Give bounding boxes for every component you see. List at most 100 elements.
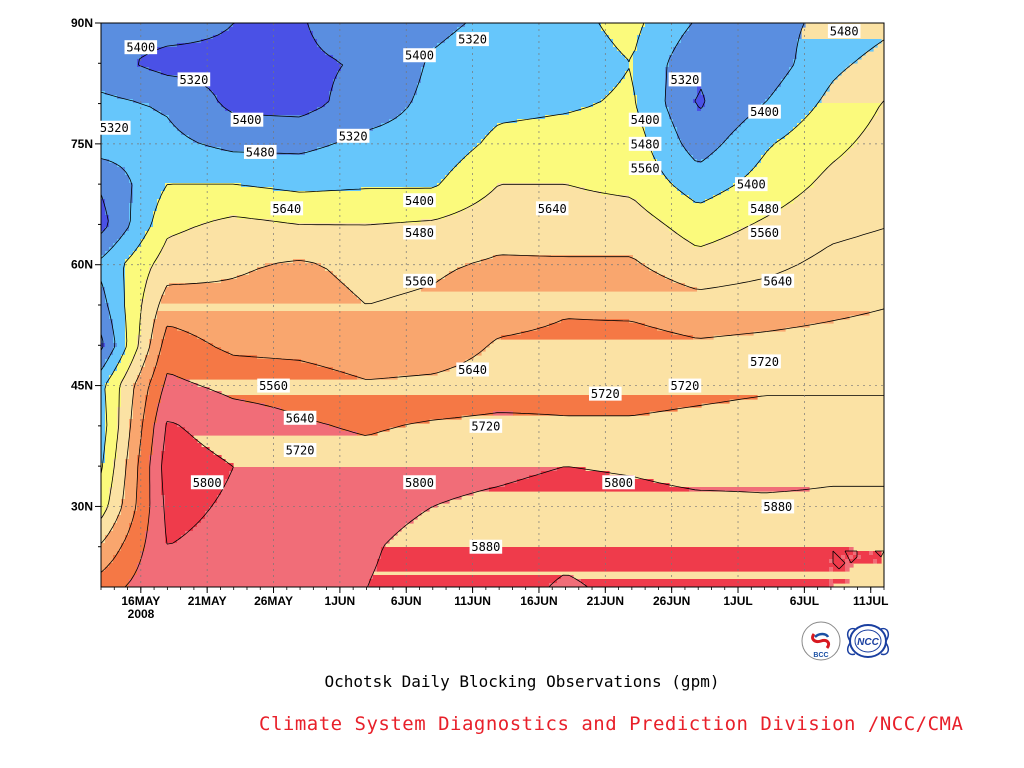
contour-fill-cell bbox=[333, 271, 450, 276]
contour-fill-cell bbox=[165, 379, 190, 384]
contour-fill-cell bbox=[325, 51, 430, 56]
contour-fill-cell bbox=[149, 339, 162, 344]
contour-fill-cell bbox=[125, 303, 142, 308]
contour-fill-cell bbox=[449, 271, 658, 276]
contour-fill-cell bbox=[101, 235, 122, 240]
contour-fill-cell bbox=[153, 375, 166, 380]
contour-fill-cell bbox=[213, 35, 314, 40]
contour-fill-cell bbox=[497, 123, 642, 128]
contour-fill-cell bbox=[125, 471, 138, 476]
contour-fill-cell bbox=[425, 59, 630, 64]
contour-fill-cell bbox=[165, 327, 178, 332]
contour-fill-cell bbox=[157, 403, 266, 408]
contour-fill-cell bbox=[149, 527, 166, 532]
contour-fill-cell bbox=[141, 303, 158, 308]
contour-fill-cell bbox=[137, 351, 150, 356]
contour-fill-cell bbox=[605, 31, 642, 36]
contour-fill-cell bbox=[657, 163, 758, 168]
contour-fill-cell bbox=[697, 87, 702, 92]
contour-line-5800 bbox=[124, 373, 884, 587]
contour-fill-cell bbox=[145, 535, 166, 540]
contour-fill-cell bbox=[165, 503, 214, 508]
contour-fill-cell bbox=[125, 375, 138, 380]
contour-fill-cell bbox=[101, 303, 110, 308]
contour-fill-cell bbox=[229, 395, 758, 400]
contour-fill-cell bbox=[141, 239, 166, 244]
contour-fill-cell bbox=[229, 351, 482, 356]
contour-fill-cell bbox=[205, 83, 334, 88]
chart-title: Ochotsk Daily Blocking Observations (gpm… bbox=[324, 672, 720, 691]
contour-fill-cell bbox=[145, 415, 158, 420]
contour-fill-cell bbox=[761, 103, 818, 108]
contour-fill-cell bbox=[145, 287, 166, 292]
grid-lines bbox=[101, 23, 884, 587]
contour-fill-cell bbox=[149, 503, 166, 508]
contour-fill-cell bbox=[125, 343, 138, 348]
contour-fill-cell bbox=[325, 103, 410, 108]
contour-fill-cell bbox=[105, 291, 126, 296]
contour-fill-cell bbox=[445, 275, 666, 280]
contour-fill-cell bbox=[153, 367, 334, 372]
contour-fill-cell bbox=[321, 263, 466, 268]
contour-fill-cell bbox=[165, 527, 194, 532]
contour-fill-cell bbox=[829, 559, 834, 564]
contour-fill-cell bbox=[201, 223, 666, 228]
y-tick-label: 90N bbox=[71, 16, 93, 30]
contour-fill-cell bbox=[105, 207, 130, 212]
contour-fill-cell bbox=[101, 155, 466, 160]
contour-label: 5320 bbox=[668, 72, 702, 87]
contour-fill-cell bbox=[369, 579, 558, 584]
contour-fill-cell bbox=[681, 235, 726, 240]
contour-fill-cell bbox=[113, 351, 126, 356]
contour-label-text: 5720 bbox=[591, 387, 620, 401]
contour-fill-cell bbox=[125, 291, 146, 296]
contour-fill-cell bbox=[485, 195, 630, 200]
contour-fill-cell bbox=[109, 303, 126, 308]
contour-label-bg bbox=[456, 32, 489, 47]
contour-fill-cell bbox=[665, 67, 790, 72]
contour-fill-cell bbox=[101, 463, 114, 468]
contour-fill-cell bbox=[157, 411, 294, 416]
contour-fill-cell bbox=[153, 423, 166, 428]
contour-label: 5400 bbox=[734, 177, 768, 192]
contour-fill-cell bbox=[133, 195, 162, 200]
contour-fill-cell bbox=[641, 203, 786, 208]
contour-fill-cell bbox=[101, 323, 114, 328]
contour-fill-cell bbox=[557, 579, 582, 584]
contour-fill-cell bbox=[793, 127, 866, 132]
contour-fill-cell bbox=[101, 223, 110, 228]
contour-fill-cell bbox=[489, 131, 646, 136]
contour-fill-cell bbox=[101, 151, 274, 156]
contour-fill-cell bbox=[329, 99, 414, 104]
contour-fill-cell bbox=[117, 443, 130, 448]
contour-fill-cell bbox=[101, 299, 106, 304]
contour-label-bg bbox=[403, 193, 436, 208]
contour-fill-cell bbox=[101, 415, 106, 420]
contour-fill-cell bbox=[669, 179, 742, 184]
contour-fill-cell bbox=[629, 67, 634, 72]
x-tick-label: 16JUN bbox=[520, 594, 557, 608]
contour-fill-cell bbox=[101, 259, 126, 264]
y-tick-label: 30N bbox=[71, 499, 93, 513]
contour-fill-cell bbox=[109, 379, 122, 384]
contour-fill-cell bbox=[833, 559, 846, 564]
contour-fill-cell bbox=[101, 91, 106, 96]
contour-label-bg bbox=[734, 177, 768, 192]
contour-fill-cell bbox=[129, 215, 154, 220]
contour-fill-cell bbox=[337, 71, 422, 76]
contour-fill-cell bbox=[157, 259, 294, 264]
contour-fill-cell bbox=[145, 399, 162, 404]
contour-fill-cell bbox=[221, 347, 486, 352]
contour-label-text: 5560 bbox=[631, 162, 660, 176]
contour-fill-cell bbox=[101, 111, 162, 116]
contour-fill-cell bbox=[101, 375, 110, 380]
contour-fill-cell bbox=[549, 583, 586, 587]
contour-fill-cell bbox=[209, 507, 430, 512]
contour-fill-cell bbox=[101, 435, 106, 440]
contour-fill-cell bbox=[637, 39, 682, 44]
contour-label-bg bbox=[230, 112, 264, 127]
contour-fill-cell bbox=[137, 347, 150, 352]
contour-label: 5720 bbox=[469, 418, 503, 433]
contour-fill-cell bbox=[161, 387, 210, 392]
contour-fill-cell bbox=[129, 443, 142, 448]
